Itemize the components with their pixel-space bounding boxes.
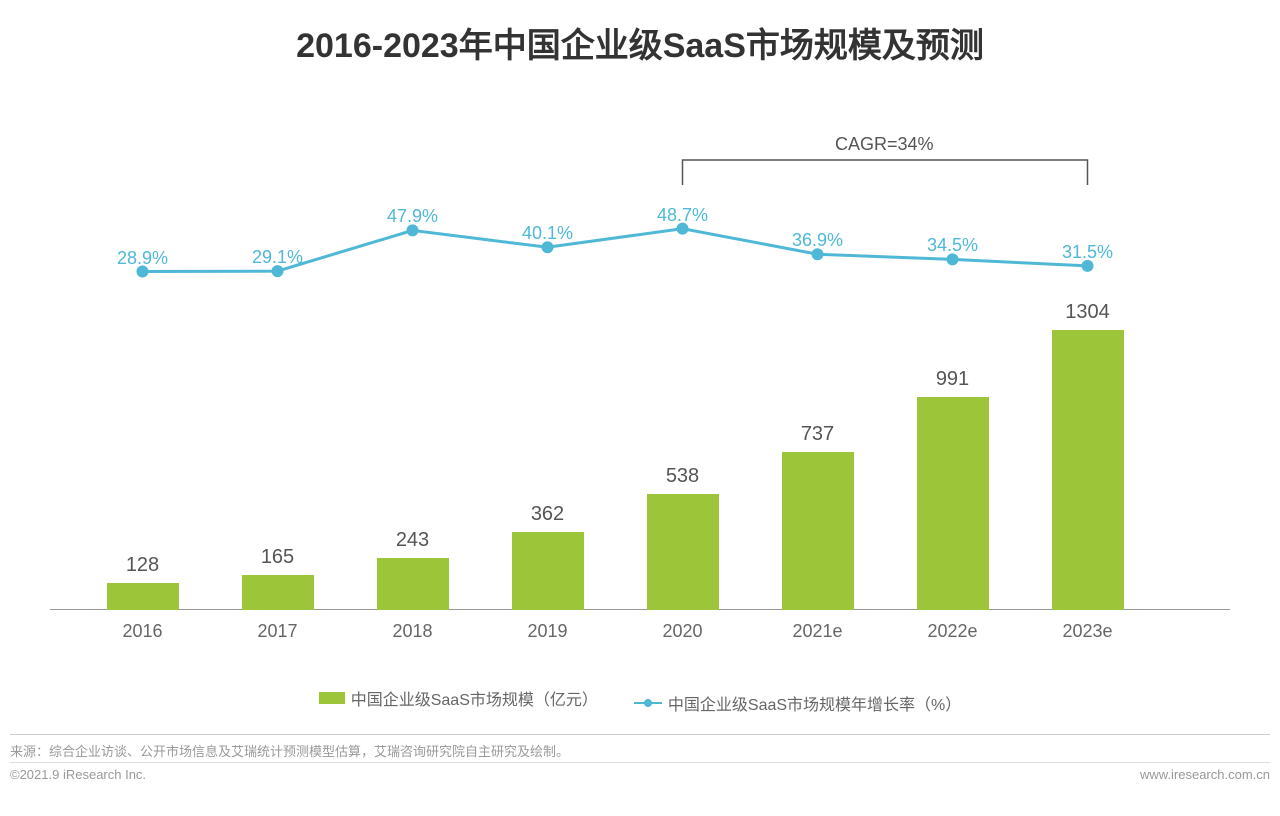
legend-swatch-line	[634, 702, 662, 704]
x-axis-label: 2019	[527, 621, 567, 642]
legend-label: 中国企业级SaaS市场规模年增长率（%）	[668, 691, 961, 715]
line-value-label: 36.9%	[792, 230, 843, 251]
legend-item: 中国企业级SaaS市场规模年增长率（%）	[634, 691, 961, 715]
bar-value-label: 165	[261, 546, 294, 569]
line-value-label: 29.1%	[252, 247, 303, 268]
chart-plot-area: 128 2016 165 2017 243 2018 362 2019 538 2020 737 20…	[50, 120, 1230, 650]
line-value-label: 31.5%	[1062, 242, 1113, 263]
line-value-label: 34.5%	[927, 235, 978, 256]
bar	[917, 397, 989, 610]
x-axis-label: 2020	[662, 621, 702, 642]
bar-value-label: 1304	[1065, 301, 1110, 324]
chart-footer: 来源：综合企业访谈、公开市场信息及艾瑞统计预测模型估算，艾瑞咨询研究院自主研究及…	[10, 728, 1270, 788]
cagr-bracket	[683, 160, 1088, 185]
bar-value-label: 737	[801, 423, 834, 446]
bar	[242, 575, 314, 610]
x-axis-label: 2022e	[927, 621, 977, 642]
line-value-label: 47.9%	[387, 206, 438, 227]
line-value-label: 28.9%	[117, 248, 168, 269]
bar-value-label: 362	[531, 503, 564, 526]
x-axis-label: 2021e	[792, 621, 842, 642]
line-value-label: 48.7%	[657, 205, 708, 226]
legend-swatch-bar	[319, 692, 345, 704]
bar	[107, 583, 179, 610]
bar	[647, 494, 719, 610]
x-axis-label: 2018	[392, 621, 432, 642]
x-axis-label: 2023e	[1062, 621, 1112, 642]
bar	[377, 558, 449, 610]
cagr-label: CAGR=34%	[835, 134, 934, 155]
bar	[1052, 330, 1124, 610]
copyright-text: ©2021.9 iResearch Inc.	[10, 767, 146, 782]
bar	[782, 452, 854, 610]
source-text: 来源：综合企业访谈、公开市场信息及艾瑞统计预测模型估算，艾瑞咨询研究院自主研究及…	[10, 734, 1270, 762]
line-value-label: 40.1%	[522, 223, 573, 244]
source-url: www.iresearch.com.cn	[1140, 767, 1270, 782]
chart-title: 2016-2023年中国企业级SaaS市场规模及预测	[0, 0, 1280, 67]
chart-container: 2016-2023年中国企业级SaaS市场规模及预测 128 2016 165 201…	[0, 0, 1280, 788]
legend-label: 中国企业级SaaS市场规模（亿元）	[351, 686, 598, 710]
bar-value-label: 243	[396, 529, 429, 552]
bar	[512, 532, 584, 610]
x-axis-label: 2017	[257, 621, 297, 642]
legend-item: 中国企业级SaaS市场规模（亿元）	[319, 686, 598, 710]
x-axis-label: 2016	[122, 621, 162, 642]
bar-value-label: 538	[666, 465, 699, 488]
bar-value-label: 991	[936, 368, 969, 391]
bar-value-label: 128	[126, 554, 159, 577]
